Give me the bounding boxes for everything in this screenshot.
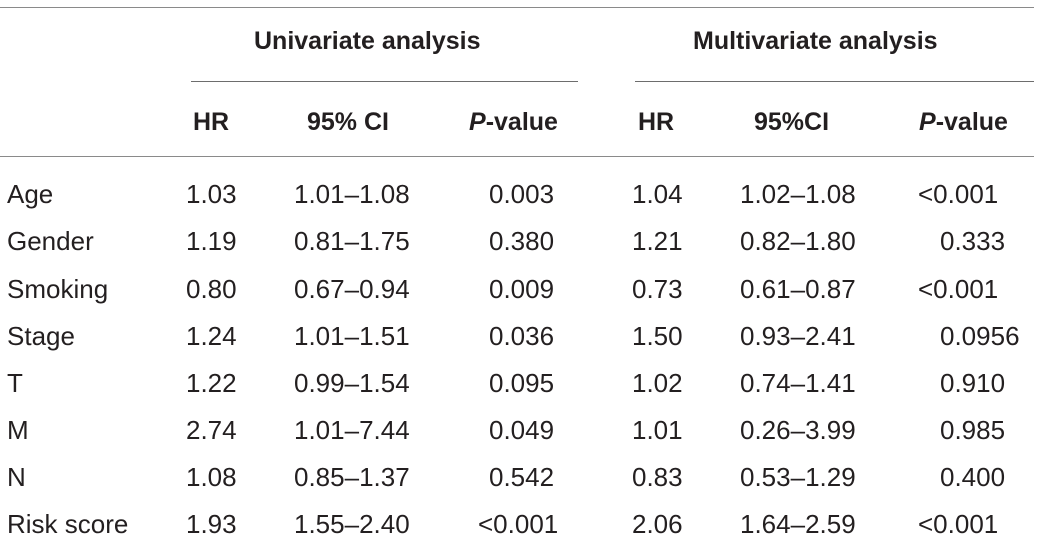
row-1-variable: Gender (7, 226, 94, 256)
col-header-multi-p: P-value (919, 107, 1008, 137)
row-0-variable: Age (7, 179, 54, 209)
row-0-multi-p: <0.001 (918, 179, 999, 209)
row-4-uni-p: 0.095 (489, 368, 555, 398)
row-2-multi-p: <0.001 (918, 274, 999, 304)
row-2-multi-ci: 0.61–0.87 (740, 274, 856, 304)
row-7-multi-ci: 1.64–2.59 (740, 509, 856, 539)
row-2-variable: Smoking (7, 274, 109, 304)
row-6-multi-ci: 0.53–1.29 (740, 462, 856, 492)
row-7-uni-p: <0.001 (478, 509, 559, 539)
row-3-uni-p: 0.036 (489, 321, 555, 351)
row-4-uni-ci: 0.99–1.54 (294, 368, 410, 398)
row-1-multi-ci: 0.82–1.80 (740, 226, 856, 256)
row-6-multi-p: 0.400 (940, 462, 1006, 492)
row-7-variable: Risk score (7, 509, 129, 539)
row-6-uni-ci: 0.85–1.37 (294, 462, 410, 492)
row-1-uni-hr: 1.19 (186, 226, 237, 256)
row-4-uni-hr: 1.22 (186, 368, 237, 398)
col-header-uni-p-italic: P (469, 108, 486, 136)
row-3-multi-hr: 1.50 (632, 321, 683, 351)
row-7-uni-ci: 1.55–2.40 (294, 509, 410, 539)
row-6-uni-hr: 1.08 (186, 462, 237, 492)
univariate-group-header: Univariate analysis (254, 27, 481, 55)
row-2-uni-p: 0.009 (489, 274, 555, 304)
col-header-uni-p: P-value (469, 107, 558, 137)
multivariate-group-rule (635, 81, 1034, 82)
row-4-multi-hr: 1.02 (632, 368, 683, 398)
row-5-uni-hr: 2.74 (186, 415, 237, 445)
col-header-uni-hr: HR (193, 108, 230, 136)
row-3-variable: Stage (7, 321, 75, 351)
row-0-multi-hr: 1.04 (632, 179, 683, 209)
row-7-multi-hr: 2.06 (632, 509, 683, 539)
col-header-uni-ci: 95% CI (307, 108, 389, 136)
row-3-uni-ci: 1.01–1.51 (294, 321, 410, 351)
row-3-uni-hr: 1.24 (186, 321, 237, 351)
col-header-multi-p-rest: -value (935, 108, 1008, 136)
row-6-multi-hr: 0.83 (632, 462, 683, 492)
row-1-uni-p: 0.380 (489, 226, 555, 256)
row-5-variable: M (7, 415, 29, 445)
row-5-multi-ci: 0.26–3.99 (740, 415, 856, 445)
col-header-multi-hr: HR (638, 108, 675, 136)
col-header-multi-ci: 95%CI (754, 108, 830, 136)
row-6-uni-p: 0.542 (489, 462, 555, 492)
col-header-multi-p-italic: P (919, 108, 936, 136)
row-5-uni-p: 0.049 (489, 415, 555, 445)
row-5-multi-p: 0.985 (940, 415, 1006, 445)
row-2-uni-hr: 0.80 (186, 274, 237, 304)
header-bottom-rule (0, 156, 1034, 157)
row-1-multi-p: 0.333 (940, 226, 1006, 256)
row-7-multi-p: <0.001 (918, 509, 999, 539)
row-5-multi-hr: 1.01 (632, 415, 683, 445)
row-1-uni-ci: 0.81–1.75 (294, 226, 410, 256)
row-5-uni-ci: 1.01–7.44 (294, 415, 410, 445)
row-4-multi-ci: 0.74–1.41 (740, 368, 856, 398)
row-6-variable: N (7, 462, 26, 492)
row-2-uni-ci: 0.67–0.94 (294, 274, 410, 304)
row-0-uni-ci: 1.01–1.08 (294, 179, 410, 209)
row-2-multi-hr: 0.73 (632, 274, 683, 304)
row-3-multi-ci: 0.93–2.41 (740, 321, 856, 351)
univariate-group-rule (191, 81, 578, 82)
row-3-multi-p: 0.0956 (940, 321, 1020, 351)
row-0-multi-ci: 1.02–1.08 (740, 179, 856, 209)
row-0-uni-hr: 1.03 (186, 179, 237, 209)
multivariate-group-header: Multivariate analysis (693, 27, 938, 55)
col-header-uni-p-rest: -value (485, 108, 558, 136)
row-7-uni-hr: 1.93 (186, 509, 237, 539)
row-0-uni-p: 0.003 (489, 179, 555, 209)
table-top-rule (0, 7, 1034, 8)
row-4-variable: T (7, 368, 23, 398)
row-1-multi-hr: 1.21 (632, 226, 683, 256)
row-4-multi-p: 0.910 (940, 368, 1006, 398)
